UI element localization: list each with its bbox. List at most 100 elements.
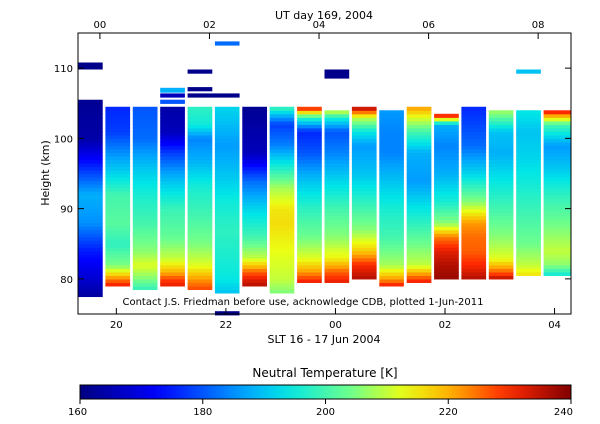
heatmap-cell [269,243,295,248]
heatmap-cell [187,240,213,245]
heatmap-cell [214,120,240,125]
heatmap-cell [461,187,487,192]
heatmap-cell [269,278,295,283]
top-axis-title: UT day 169, 2004 [275,9,373,22]
heatmap-cell [269,261,295,266]
heatmap-cell [214,152,240,157]
heatmap-cell [78,145,103,150]
heatmap-cell [461,169,487,175]
heatmap-cell [78,180,103,185]
heatmap-cell [297,145,322,150]
heatmap-cell [351,113,377,118]
heatmap-cell [351,134,377,139]
heatmap-cell [406,148,432,154]
heatmap-cell [488,254,514,259]
heatmap-cell [187,236,213,241]
heatmap-cell [187,275,213,280]
heatmap-cell [160,152,185,157]
heatmap-cell [160,177,185,182]
heatmap-cell [324,184,350,189]
heatmap-cell [132,148,158,154]
heatmap-cell [297,243,322,248]
heatmap-cell [160,226,185,231]
heatmap-cell [187,131,213,136]
heatmap-cell [434,117,459,122]
heatmap-cell [516,205,541,210]
profile-column [379,110,404,287]
heatmap-cell [160,222,185,227]
heatmap-cell [132,229,158,234]
heatmap-cell [351,243,377,248]
heatmap-cell [105,219,131,224]
heatmap-cell [461,205,487,210]
heatmap-cell [488,229,514,234]
heatmap-cell [488,219,514,224]
heatmap-cell [269,254,295,259]
heatmap-cell [105,198,131,203]
heatmap-cell [214,155,240,161]
heatmap-cell [516,152,541,157]
profile-column [105,106,131,287]
heatmap-cell [488,243,514,248]
heatmap-cell [160,254,185,259]
heatmap-cell [297,254,322,259]
heatmap-cell [434,180,459,185]
heatmap-cell [297,106,322,111]
heatmap-cell [406,254,432,259]
heatmap-cell [187,226,213,231]
heatmap-cell [297,124,322,129]
heatmap-cell [324,120,350,125]
heatmap-cell [351,233,377,238]
heatmap-cell [543,166,571,171]
heatmap-cell [160,278,185,283]
heatmap-cell [242,141,267,146]
heatmap-cells [78,41,571,316]
heatmap-cell [379,271,404,276]
heatmap-cell [187,148,213,154]
heatmap-cell [214,243,240,248]
heatmap-cell [269,127,295,132]
bottom-axis: 20 22 00 02 04 [110,308,561,331]
heatmap-cell [242,254,267,259]
heatmap-cell [269,250,295,255]
heatmap-cell [78,120,103,125]
heatmap-cell [543,226,571,231]
heatmap-cell [269,124,295,129]
heatmap-cell [379,110,404,115]
heatmap-cell [488,198,514,203]
heatmap-cell [160,131,185,136]
heatmap-cell [187,212,213,217]
profile-column [132,106,158,291]
heatmap-cell [461,159,487,164]
y-tick-label: 90 [60,205,73,216]
heatmap-cell [78,148,103,154]
heatmap-cell [269,208,295,213]
heatmap-cell [543,268,571,273]
heatmap-cell [324,201,350,206]
heatmap-cell [132,152,158,157]
profile-column [324,110,350,283]
profile-column [516,110,541,276]
bottom-axis-title: SLT 16 - 17 Jun 2004 [268,333,381,346]
heatmap-cell [406,222,432,227]
heatmap-cell [379,250,404,255]
heatmap-cell [351,184,377,189]
heatmap-cell [132,236,158,241]
heatmap-cell [351,226,377,231]
heatmap-cell [434,187,459,192]
heatmap-cell [461,124,487,129]
heatmap-cell [434,134,459,139]
profile-column [269,106,295,294]
heatmap-cell [78,159,103,164]
top-tick-label: 00 [94,20,107,31]
bottom-tick-label: 04 [548,320,561,331]
heatmap-cell [78,250,103,255]
heatmap-cell [488,257,514,262]
heatmap-cell [242,268,267,273]
heatmap-cell [78,106,103,111]
heatmap-cell [187,257,213,262]
heatmap-cell [406,173,432,178]
heatmap-cell [406,159,432,164]
heatmap-cell [187,155,213,161]
